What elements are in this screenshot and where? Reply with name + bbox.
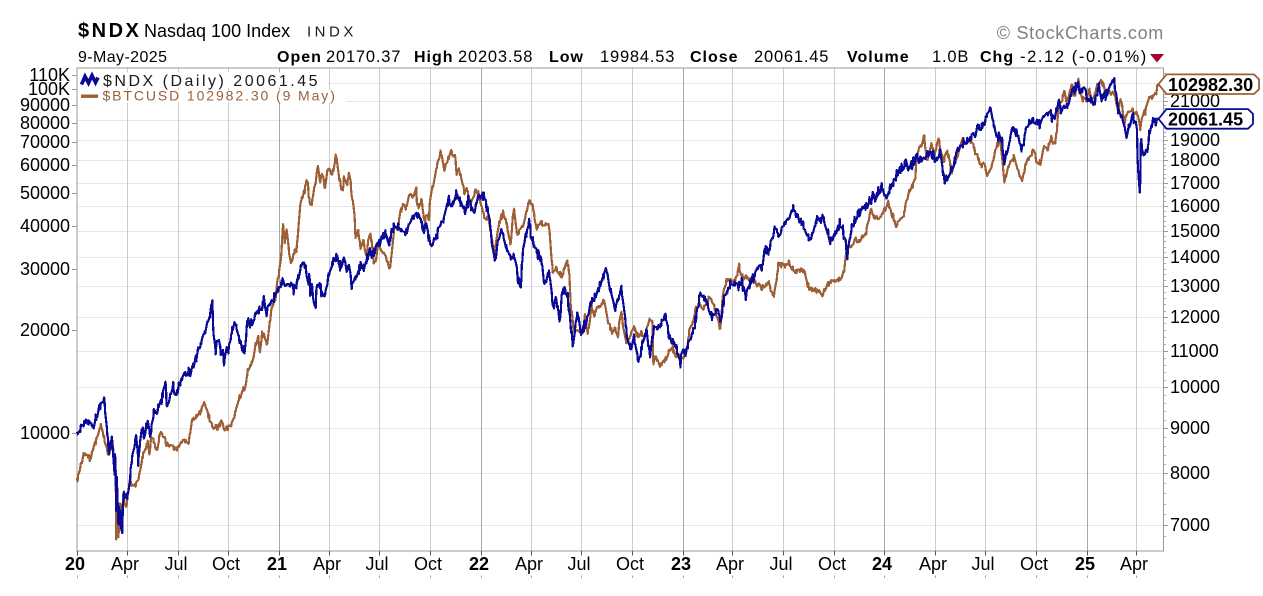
svg-text:Apr: Apr <box>1120 554 1148 574</box>
svg-text:20061.45: 20061.45 <box>1168 110 1243 130</box>
svg-text:Volume: Volume <box>847 49 910 66</box>
svg-text:9-May-2025: 9-May-2025 <box>78 49 167 66</box>
svg-text:Jul: Jul <box>971 554 994 574</box>
svg-text:17000: 17000 <box>1170 173 1220 193</box>
svg-text:15000: 15000 <box>1170 221 1220 241</box>
svg-text:Jul: Jul <box>365 554 388 574</box>
svg-text:Close: Close <box>690 49 739 66</box>
svg-text:60000: 60000 <box>20 155 70 175</box>
svg-text:9000: 9000 <box>1170 418 1210 438</box>
svg-text:18000: 18000 <box>1170 150 1220 170</box>
svg-text:19000: 19000 <box>1170 130 1220 150</box>
svg-text:19984.53: 19984.53 <box>600 48 675 66</box>
svg-text:© StockCharts.com: © StockCharts.com <box>997 23 1164 43</box>
svg-text:20203.58: 20203.58 <box>458 48 533 66</box>
svg-text:20061.45: 20061.45 <box>754 48 829 66</box>
svg-text:21: 21 <box>267 554 287 574</box>
svg-text:12000: 12000 <box>1170 307 1220 327</box>
svg-text:Oct: Oct <box>212 554 240 574</box>
svg-text:Oct: Oct <box>616 554 644 574</box>
svg-text:Jul: Jul <box>567 554 590 574</box>
svg-text:-2.12 (-0.01%): -2.12 (-0.01%) <box>1020 48 1148 66</box>
svg-text:30000: 30000 <box>20 259 70 279</box>
svg-text:10000: 10000 <box>20 423 70 443</box>
svg-text:14000: 14000 <box>1170 247 1220 267</box>
svg-text:INDX: INDX <box>307 24 357 41</box>
svg-text:High: High <box>414 49 454 66</box>
svg-text:102982.30: 102982.30 <box>1168 75 1253 95</box>
svg-text:20: 20 <box>65 554 85 574</box>
svg-text:Low: Low <box>549 49 584 66</box>
svg-text:23: 23 <box>671 554 691 574</box>
svg-text:21000: 21000 <box>1170 91 1220 111</box>
svg-text:Oct: Oct <box>818 554 846 574</box>
svg-text:50000: 50000 <box>20 183 70 203</box>
svg-text:40000: 40000 <box>20 216 70 236</box>
svg-text:Oct: Oct <box>1020 554 1048 574</box>
svg-text:Jul: Jul <box>769 554 792 574</box>
svg-text:25: 25 <box>1075 554 1095 574</box>
svg-text:$NDX: $NDX <box>78 20 141 42</box>
svg-text:20170.37: 20170.37 <box>326 48 401 66</box>
svg-text:70000: 70000 <box>20 132 70 152</box>
svg-text:16000: 16000 <box>1170 196 1220 216</box>
svg-text:Nasdaq 100 Index: Nasdaq 100 Index <box>144 21 290 41</box>
svg-text:Jul: Jul <box>164 554 187 574</box>
svg-text:Chg: Chg <box>980 49 1014 66</box>
svg-text:100K: 100K <box>28 79 70 99</box>
svg-text:7000: 7000 <box>1170 515 1210 535</box>
svg-text:Oct: Oct <box>414 554 442 574</box>
svg-text:11000: 11000 <box>1170 341 1219 361</box>
svg-text:110K: 110K <box>29 65 70 85</box>
svg-text:Apr: Apr <box>515 554 543 574</box>
svg-text:80000: 80000 <box>20 113 70 133</box>
svg-text:8000: 8000 <box>1170 463 1210 483</box>
svg-text:10000: 10000 <box>1170 377 1220 397</box>
svg-text:90000: 90000 <box>20 95 70 115</box>
svg-text:Apr: Apr <box>313 554 341 574</box>
svg-text:22: 22 <box>469 554 489 574</box>
svg-text:24: 24 <box>872 554 892 574</box>
svg-text:13000: 13000 <box>1170 276 1220 296</box>
svg-text:$BTCUSD 102982.30 (9 May): $BTCUSD 102982.30 (9 May) <box>103 88 337 104</box>
svg-text:1.0B: 1.0B <box>932 48 969 66</box>
svg-text:Open: Open <box>277 49 322 66</box>
svg-text:$NDX (Daily) 20061.45: $NDX (Daily) 20061.45 <box>103 73 320 90</box>
svg-text:20000: 20000 <box>20 320 70 340</box>
svg-text:Apr: Apr <box>919 554 947 574</box>
svg-text:Apr: Apr <box>716 554 744 574</box>
svg-text:Apr: Apr <box>111 554 139 574</box>
